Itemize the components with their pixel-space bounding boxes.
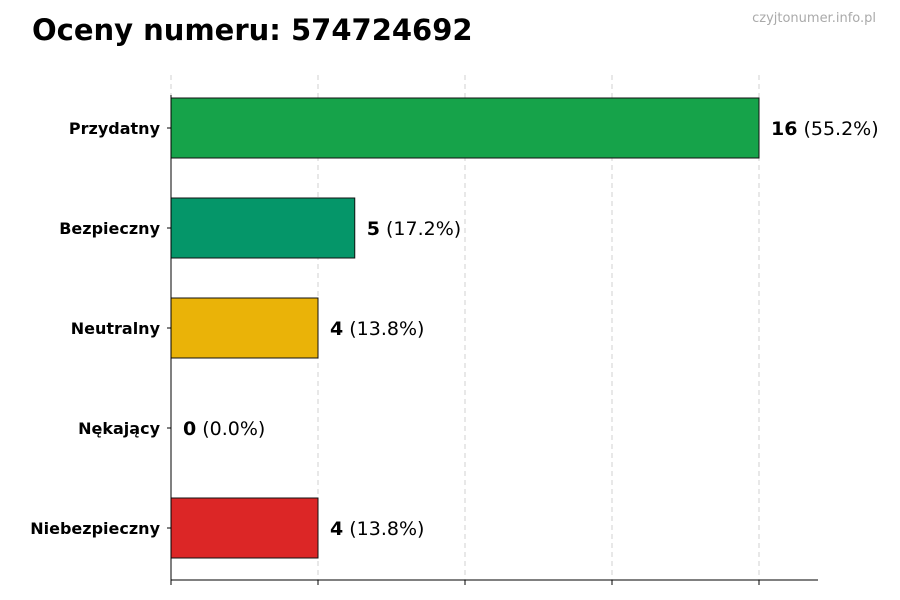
category-label-1: Bezpieczny — [59, 219, 160, 238]
bar-1 — [170, 197, 356, 259]
watermark: czyjtonumer.info.pl — [752, 11, 876, 26]
value-count-0: 16 — [771, 118, 797, 140]
value-label-2: 4 (13.8%) — [330, 318, 424, 340]
category-label-4: Niebezpieczny — [30, 519, 160, 538]
value-label-4: 4 (13.8%) — [330, 518, 424, 540]
value-count-3: 0 — [183, 418, 196, 440]
bar-0 — [170, 97, 760, 159]
value-percent-1: (17.2%) — [386, 218, 461, 240]
category-label-2: Neutralny — [71, 319, 161, 338]
value-count-2: 4 — [330, 318, 343, 340]
value-count-1: 5 — [367, 218, 380, 240]
value-percent-2: (13.8%) — [349, 318, 424, 340]
value-percent-4: (13.8%) — [349, 518, 424, 540]
bar-4 — [170, 497, 319, 559]
bar-2 — [170, 297, 319, 359]
category-label-3: Nękający — [78, 419, 160, 438]
value-percent-0: (55.2%) — [803, 118, 878, 140]
labels: Przydatny 16 (55.2%) Bezpieczny 5 (17.2%) Neut… — [30, 118, 878, 540]
value-label-3: 0 (0.0%) — [183, 418, 265, 440]
value-count-4: 4 — [330, 518, 343, 540]
axes — [167, 95, 818, 585]
category-label-0: Przydatny — [69, 119, 161, 138]
bars — [170, 97, 760, 559]
value-label-1: 5 (17.2%) — [367, 218, 461, 240]
value-label-0: 16 (55.2%) — [771, 118, 879, 140]
chart-title: Oceny numeru: 574724692 — [32, 13, 473, 47]
value-percent-3: (0.0%) — [202, 418, 265, 440]
